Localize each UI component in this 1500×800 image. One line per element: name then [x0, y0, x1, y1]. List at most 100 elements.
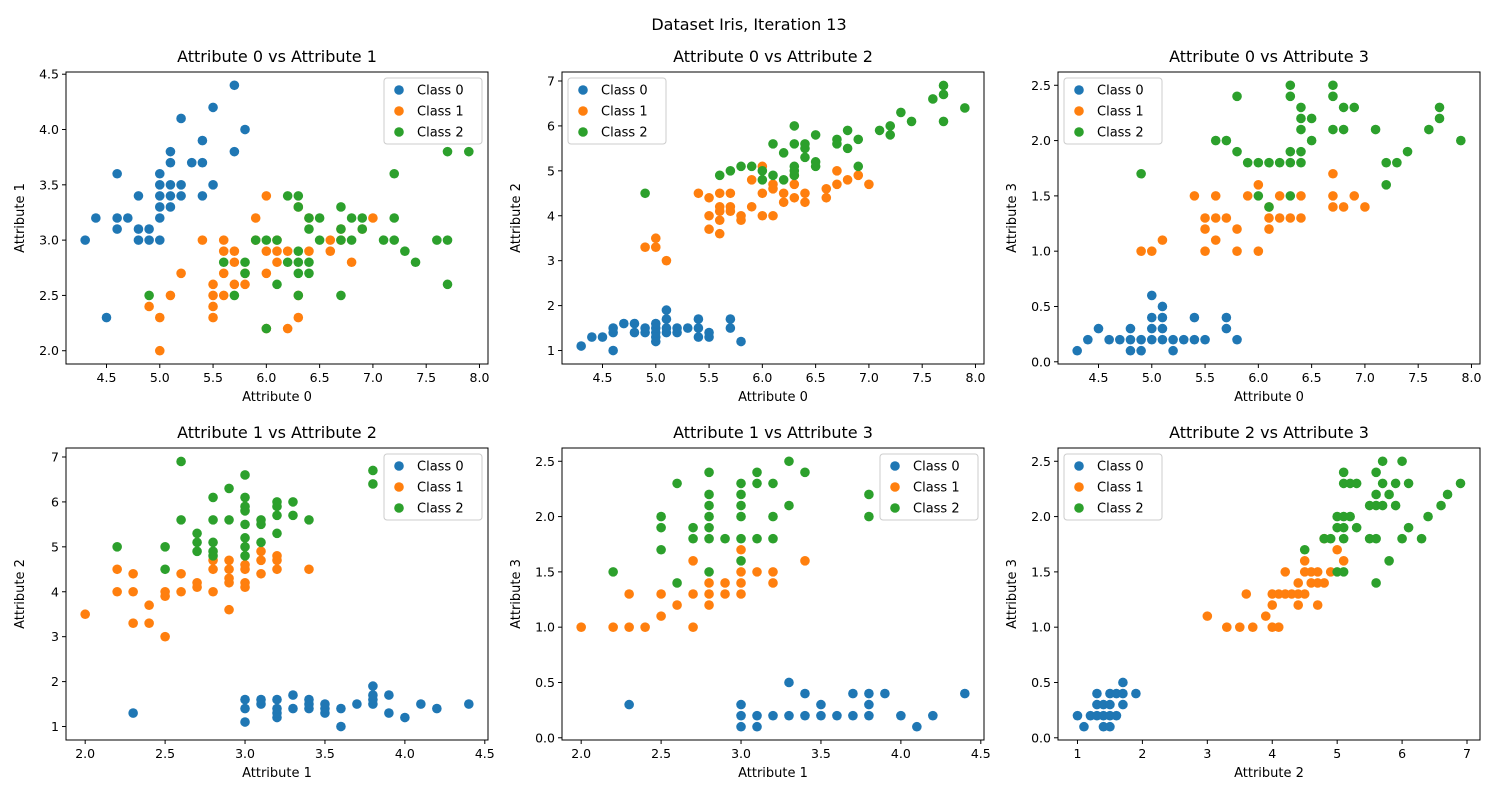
legend-label: Class 2: [601, 126, 648, 141]
legend-marker: [394, 106, 404, 116]
y-tick-label: 2: [51, 674, 59, 689]
point-0-21: [912, 721, 922, 732]
point-1-4: [1247, 622, 1258, 632]
point-2-25: [842, 125, 853, 136]
point-2-32: [1392, 157, 1402, 168]
point-1-1: [112, 586, 122, 597]
point-2-6: [261, 323, 272, 334]
point-0-10: [144, 235, 154, 245]
point-1-32: [272, 551, 282, 561]
point-0-8: [629, 318, 640, 329]
y-tick-label: 2.5: [535, 454, 555, 469]
point-0-18: [864, 688, 874, 699]
point-0-16: [1118, 688, 1128, 699]
point-1-7: [672, 600, 682, 610]
legend: Class 0 Class 1 Class 2: [567, 77, 667, 145]
y-tick-label: 1.5: [1031, 188, 1051, 203]
x-axis-label: Attribute 1: [738, 766, 808, 781]
point-1-20: [224, 573, 234, 584]
point-2-30: [1381, 180, 1392, 190]
point-1-15: [720, 578, 730, 588]
point-2-18: [736, 511, 746, 522]
point-2-22: [1371, 467, 1381, 478]
point-0-10: [288, 703, 298, 714]
point-1-10: [688, 556, 698, 566]
point-2-22: [752, 533, 762, 544]
point-2-8: [272, 279, 282, 290]
point-1-28: [1332, 544, 1342, 555]
point-1-29: [1360, 202, 1370, 212]
point-2-24: [842, 143, 853, 154]
x-tick-label: 1: [1074, 746, 1082, 761]
point-0-20: [165, 180, 176, 190]
point-2-14: [1351, 522, 1362, 533]
point-1-21: [757, 188, 768, 199]
point-2-30: [357, 224, 368, 234]
point-0-17: [661, 323, 672, 333]
point-2-2: [1325, 533, 1336, 544]
point-2-29: [885, 130, 896, 140]
point-0-0: [1072, 345, 1082, 356]
point-0-26: [186, 157, 197, 168]
y-tick-label: 1.0: [1031, 244, 1051, 259]
point-0-11: [816, 710, 826, 721]
point-1-31: [800, 197, 810, 208]
x-tick-label: 7.5: [912, 370, 932, 385]
point-2-33: [389, 235, 400, 245]
x-tick-label: 7.5: [1408, 370, 1428, 385]
point-2-35: [1423, 511, 1433, 522]
point-2-22: [1306, 113, 1317, 124]
point-0-4: [1115, 334, 1125, 345]
point-2-21: [736, 478, 746, 489]
y-axis-label: Attribute 2: [509, 183, 524, 253]
point-0-19: [661, 305, 672, 315]
point-0-0: [1072, 710, 1083, 721]
point-1-10: [1221, 213, 1232, 223]
point-2-18: [304, 268, 314, 279]
point-1-34: [821, 184, 832, 194]
point-2-6: [757, 166, 768, 176]
x-axis-label: Attribute 0: [242, 390, 312, 405]
point-2-10: [1274, 157, 1285, 168]
point-1-3: [1241, 589, 1252, 599]
point-0-28: [725, 323, 736, 333]
point-1-18: [224, 604, 234, 615]
point-1-1: [608, 622, 618, 632]
point-1-27: [256, 568, 266, 579]
point-2-32: [1403, 522, 1414, 533]
point-1-41: [368, 213, 378, 223]
point-2-2: [725, 166, 736, 176]
point-0-10: [800, 688, 810, 699]
legend-box: [383, 453, 483, 521]
point-1-0: [80, 609, 90, 620]
point-2-29: [1370, 124, 1381, 135]
y-tick-label: 4: [51, 584, 59, 599]
point-2-31: [896, 107, 906, 118]
point-1-28: [282, 323, 293, 334]
point-1-2: [1234, 622, 1245, 632]
point-2-15: [240, 551, 250, 561]
y-tick-label: 7: [547, 73, 555, 88]
point-2-39: [442, 279, 453, 290]
x-tick-label: 4.5: [1089, 370, 1109, 385]
point-1-14: [1253, 246, 1264, 256]
point-1-7: [1267, 600, 1278, 610]
x-tick-label: 2.0: [75, 746, 95, 761]
point-2-18: [240, 519, 250, 530]
point-1-4: [693, 188, 704, 199]
x-tick-label: 3: [1203, 746, 1211, 761]
point-2-9: [1264, 157, 1274, 168]
point-1-13: [1242, 191, 1253, 201]
point-2-3: [656, 511, 666, 522]
point-0-14: [848, 710, 858, 721]
legend-label: Class 2: [417, 126, 464, 141]
point-1-2: [1157, 235, 1168, 245]
point-1-7: [144, 600, 154, 611]
point-1-2: [650, 233, 661, 244]
legend-marker: [578, 127, 588, 137]
legend-box: [1063, 77, 1163, 145]
x-tick-label: 6.0: [1248, 370, 1268, 385]
point-0-18: [1168, 345, 1178, 356]
point-2-1: [160, 564, 170, 575]
point-2-34: [389, 213, 400, 223]
